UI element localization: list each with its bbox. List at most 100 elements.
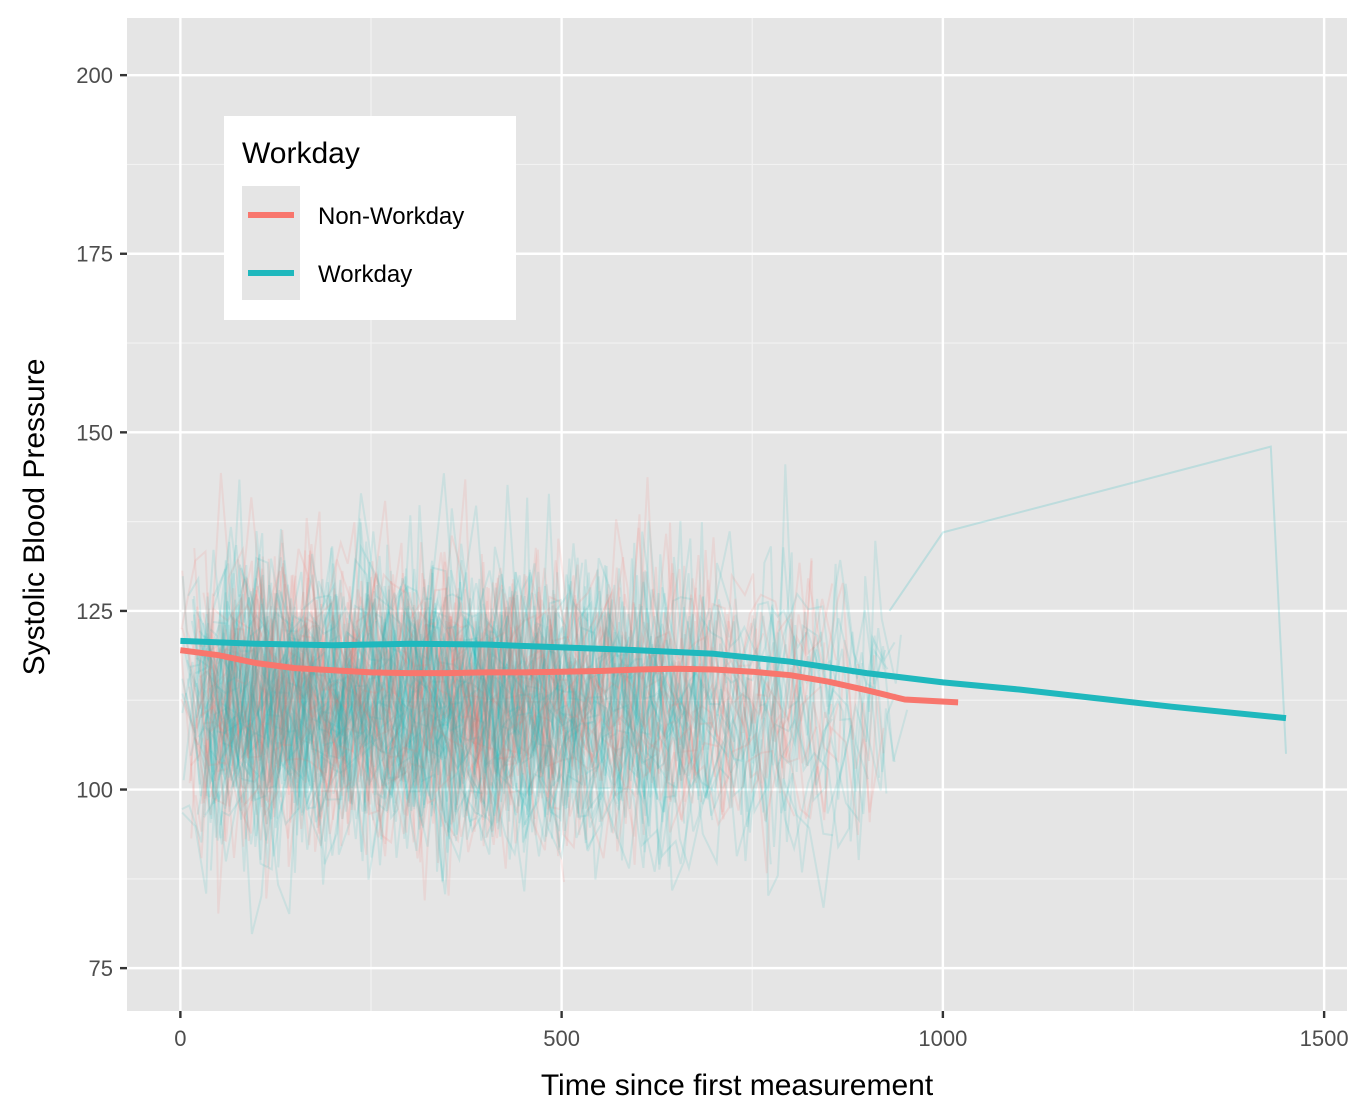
individual-trace bbox=[219, 556, 489, 792]
individual-trace bbox=[212, 599, 654, 880]
legend-label-non-workday: Non-Workday bbox=[318, 203, 464, 230]
individual-trace bbox=[204, 591, 543, 825]
individual-trace bbox=[206, 484, 684, 796]
legend-key-background bbox=[242, 186, 300, 300]
individual-trace bbox=[207, 563, 885, 850]
legend-label-workday: Workday bbox=[318, 261, 412, 288]
y-tick-label: 200 bbox=[76, 63, 113, 88]
individual-trace bbox=[198, 616, 659, 844]
individual-trace bbox=[223, 574, 517, 836]
individual-trace bbox=[190, 538, 574, 787]
individual-trace bbox=[186, 549, 662, 831]
individual-trace bbox=[216, 596, 833, 873]
individual-trace bbox=[202, 552, 896, 855]
series-line-non-workday bbox=[180, 647, 959, 706]
individual-trace bbox=[181, 570, 838, 813]
individual-trace bbox=[197, 572, 688, 862]
individual-trace bbox=[190, 558, 710, 850]
individual-trace bbox=[181, 538, 709, 792]
individual-trace bbox=[181, 479, 807, 791]
x-axis: 0 500 1000 1500 bbox=[174, 1011, 1349, 1051]
individual-trace bbox=[219, 574, 728, 873]
individual-trace bbox=[206, 592, 634, 863]
individual-traces bbox=[179, 445, 1287, 935]
individual-trace bbox=[209, 596, 785, 839]
individual-trace bbox=[205, 609, 489, 821]
individual-trace bbox=[186, 540, 902, 857]
individual-trace bbox=[188, 550, 588, 825]
individual-trace bbox=[209, 533, 885, 813]
individual-trace bbox=[207, 651, 863, 935]
smoothed-series bbox=[180, 637, 1287, 722]
individual-trace bbox=[200, 560, 822, 843]
individual-trace bbox=[206, 611, 869, 843]
y-tick-label: 100 bbox=[76, 778, 113, 803]
individual-trace bbox=[212, 572, 541, 825]
y-axis-title: Systolic Blood Pressure bbox=[18, 359, 51, 676]
individual-trace bbox=[195, 615, 564, 882]
individual-trace bbox=[185, 624, 537, 852]
individual-trace bbox=[194, 593, 605, 869]
individual-trace bbox=[193, 505, 675, 782]
individual-trace bbox=[224, 586, 839, 855]
y-tick-label: 75 bbox=[89, 956, 113, 981]
individual-trace bbox=[209, 589, 796, 901]
individual-trace bbox=[205, 559, 701, 800]
individual-trace bbox=[181, 601, 686, 858]
individual-trace bbox=[203, 560, 681, 872]
individual-trace bbox=[203, 514, 826, 859]
individual-trace bbox=[182, 617, 483, 895]
individual-trace bbox=[201, 582, 511, 822]
y-tick-label: 150 bbox=[76, 420, 113, 445]
individual-trace bbox=[188, 550, 758, 899]
individual-trace bbox=[223, 581, 730, 840]
major-gridlines bbox=[127, 18, 1347, 1011]
individual-trace bbox=[199, 595, 687, 858]
individual-trace bbox=[197, 537, 876, 851]
individual-trace bbox=[190, 607, 543, 815]
individual-trace bbox=[220, 555, 505, 783]
individual-trace bbox=[194, 522, 739, 763]
individual-trace bbox=[198, 531, 566, 827]
individual-trace bbox=[179, 572, 833, 859]
individual-trace bbox=[187, 570, 818, 874]
individual-trace bbox=[217, 574, 621, 792]
individual-trace bbox=[212, 616, 486, 865]
y-tick-label: 175 bbox=[76, 242, 113, 267]
individual-trace bbox=[197, 554, 688, 839]
individual-trace bbox=[201, 617, 698, 837]
individual-trace bbox=[213, 603, 765, 852]
y-axis: 75 100 125 150 175 200 bbox=[76, 63, 127, 981]
individual-trace bbox=[180, 549, 613, 809]
individual-trace bbox=[217, 517, 588, 833]
legend: Workday Non-Workday Workday bbox=[224, 116, 516, 320]
individual-trace bbox=[200, 493, 728, 837]
individual-trace bbox=[189, 585, 491, 816]
individual-trace bbox=[181, 607, 881, 908]
y-tick-label: 125 bbox=[76, 599, 113, 624]
individual-trace bbox=[184, 583, 896, 849]
individual-trace bbox=[196, 572, 518, 872]
individual-trace bbox=[181, 560, 509, 837]
individual-trace bbox=[195, 508, 687, 868]
legend-title: Workday bbox=[242, 137, 360, 170]
individual-trace bbox=[197, 635, 772, 891]
individual-trace bbox=[189, 520, 694, 843]
individual-trace bbox=[223, 664, 585, 883]
individual-trace bbox=[212, 563, 838, 806]
individual-trace bbox=[218, 479, 822, 794]
individual-trace bbox=[199, 527, 693, 838]
x-tick-label: 1500 bbox=[1300, 1026, 1349, 1051]
individual-trace bbox=[888, 445, 1287, 754]
individual-trace bbox=[208, 585, 561, 848]
individual-trace bbox=[195, 598, 618, 818]
individual-trace bbox=[187, 515, 887, 800]
individual-trace bbox=[224, 614, 750, 892]
individual-trace bbox=[223, 522, 539, 818]
individual-trace bbox=[189, 571, 799, 815]
individual-trace bbox=[194, 547, 795, 823]
x-tick-label: 1000 bbox=[918, 1026, 967, 1051]
individual-trace bbox=[193, 596, 492, 829]
individual-trace bbox=[182, 497, 552, 819]
